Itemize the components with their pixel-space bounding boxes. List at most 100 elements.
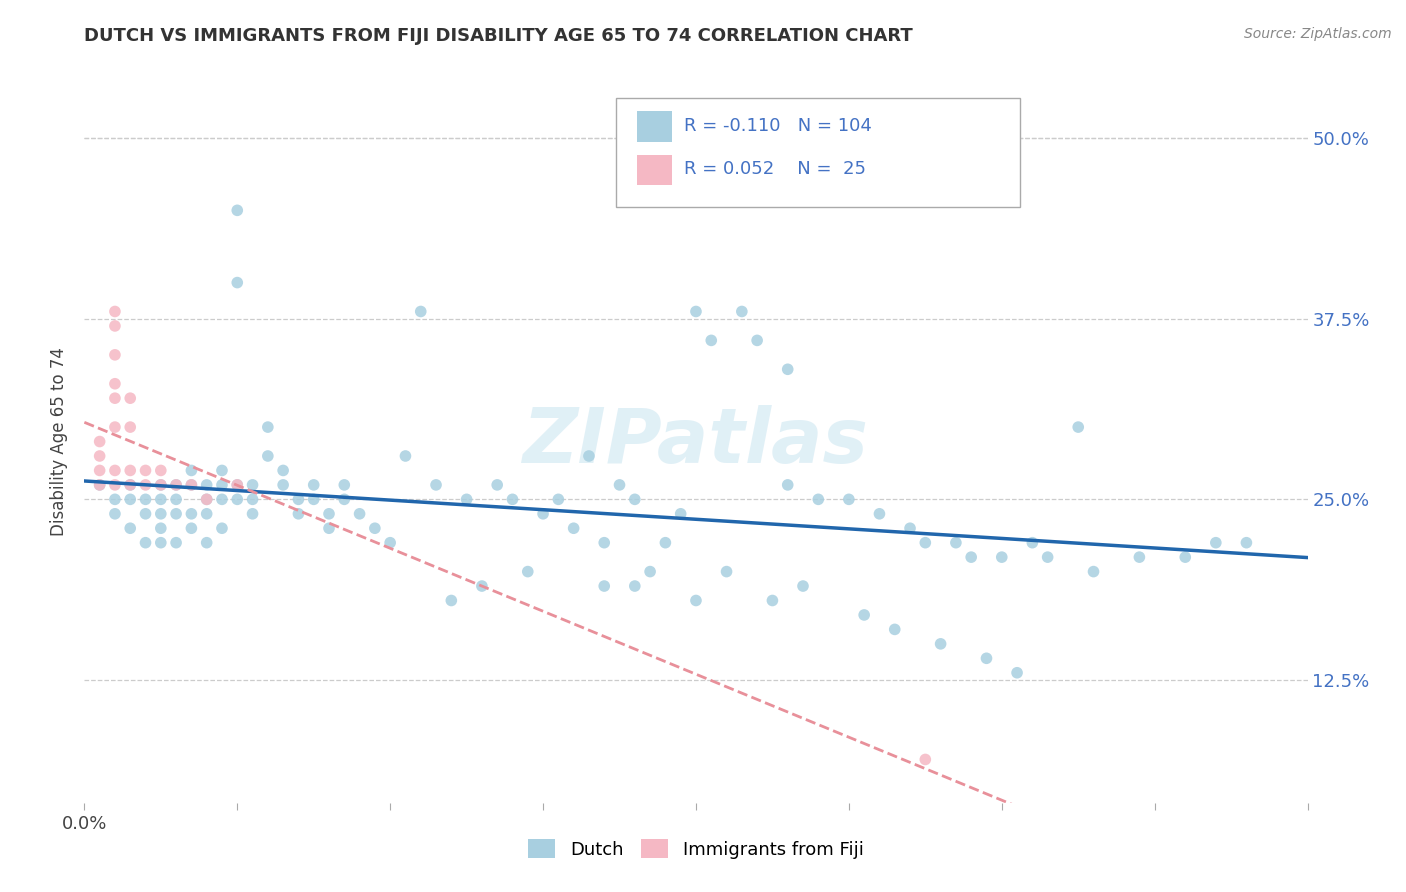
Point [120,463,142,477]
Point [1205,535,1227,549]
Point [211,492,233,507]
Point [195,507,218,521]
Point [89,463,111,477]
Point [135,507,157,521]
Point [593,579,616,593]
Point [211,463,233,477]
Point [89,478,111,492]
Point [195,478,218,492]
Point [195,492,218,507]
Point [135,463,157,477]
Point [747,334,769,348]
Point [120,478,142,492]
Point [502,492,524,507]
Point [165,478,187,492]
Point [89,434,111,449]
Point [716,565,738,579]
Point [89,478,111,492]
Point [104,348,127,362]
Point [271,478,294,492]
Point [700,334,723,348]
Point [211,521,233,535]
Point [776,478,799,492]
Point [318,521,340,535]
Text: R = -0.110   N = 104: R = -0.110 N = 104 [683,117,872,135]
Point [380,535,402,549]
Point [731,304,754,318]
Point [1236,535,1258,549]
Point [593,535,616,549]
Point [776,362,799,376]
Point [898,521,921,535]
Point [333,478,356,492]
Point [149,478,172,492]
Point [104,304,127,318]
Point [180,478,202,492]
Point [195,492,218,507]
Point [516,565,538,579]
Point [226,478,249,492]
Point [807,492,830,507]
Point [578,449,600,463]
Point [120,492,142,507]
Point [149,521,172,535]
Point [991,550,1014,565]
Point [792,579,814,593]
Point [135,478,157,492]
Point [287,492,309,507]
Point [914,535,936,549]
Point [486,478,509,492]
Point [960,550,983,565]
FancyBboxPatch shape [616,98,1021,207]
Point [456,492,478,507]
Point [624,579,647,593]
Point [853,607,876,622]
Text: DUTCH VS IMMIGRANTS FROM FIJI DISABILITY AGE 65 TO 74 CORRELATION CHART: DUTCH VS IMMIGRANTS FROM FIJI DISABILITY… [84,27,912,45]
Point [180,463,202,477]
Point [394,449,416,463]
Point [226,478,249,492]
Point [440,593,463,607]
Point [914,752,936,766]
Point [257,449,280,463]
Point [104,420,127,434]
Point [761,593,783,607]
Point [104,376,127,391]
Point [165,478,187,492]
Point [226,492,249,507]
Point [104,318,127,333]
Text: Source: ZipAtlas.com: Source: ZipAtlas.com [1244,27,1392,41]
Point [120,391,142,405]
Point [149,463,172,477]
Point [104,492,127,507]
Point [364,521,387,535]
Point [685,593,707,607]
Point [242,492,264,507]
Point [333,492,356,507]
Point [654,535,676,549]
Point [976,651,998,665]
Point [302,478,325,492]
Point [838,492,860,507]
Point [1021,535,1043,549]
Point [226,276,249,290]
Point [1005,665,1028,680]
Point [287,507,309,521]
Point [104,507,127,521]
Point [120,521,142,535]
Point [638,565,661,579]
Point [547,492,569,507]
Point [349,507,371,521]
Point [242,507,264,521]
Point [165,507,187,521]
Point [104,463,127,477]
Point [180,478,202,492]
Text: ZIPatlas: ZIPatlas [523,405,869,478]
Point [869,507,891,521]
Point [271,463,294,477]
Point [120,478,142,492]
Point [425,478,447,492]
Point [180,521,202,535]
Point [883,623,905,637]
Point [624,492,647,507]
